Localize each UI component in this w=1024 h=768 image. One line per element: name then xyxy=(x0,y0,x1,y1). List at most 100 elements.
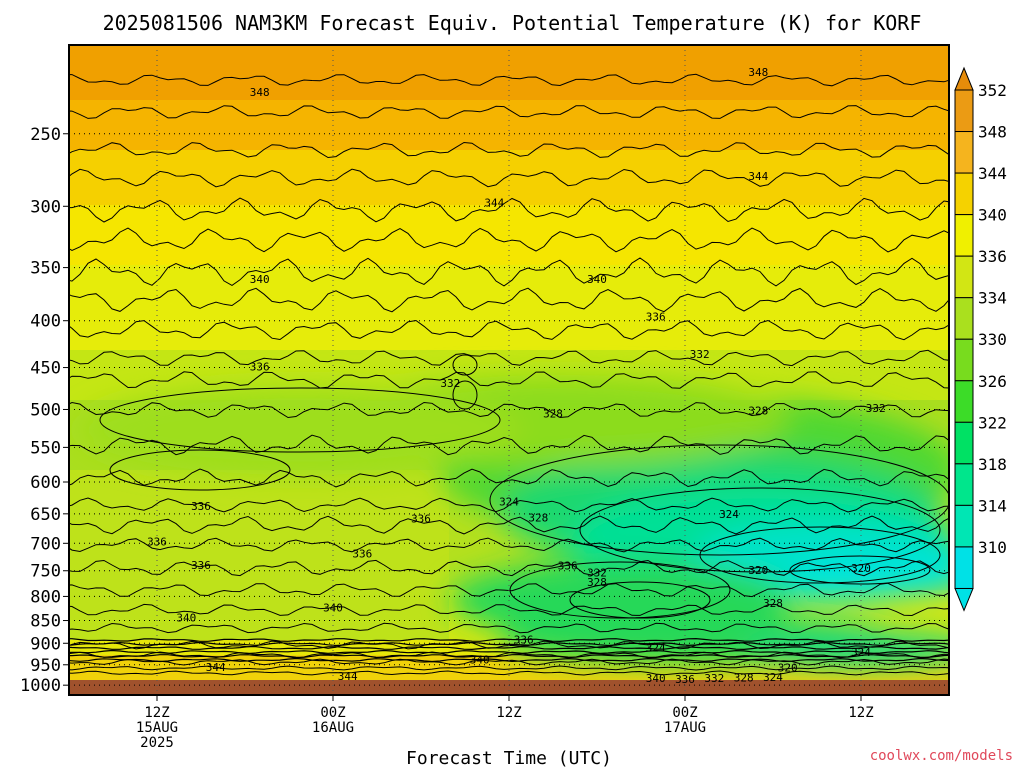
contour-label: 332 xyxy=(440,377,460,390)
y-tick-label: 700 xyxy=(30,534,61,554)
colorbar-segment xyxy=(954,338,974,382)
colorbar-label: 336 xyxy=(978,247,1007,266)
contour-loop xyxy=(569,581,711,619)
colorbar-segment xyxy=(954,546,974,589)
contour-line xyxy=(69,559,949,577)
contour-label: 340 xyxy=(646,672,666,685)
field-band xyxy=(69,100,949,155)
contour-line xyxy=(69,73,949,87)
x-tick-label: 15AUG xyxy=(136,720,178,736)
colorbar-label: 314 xyxy=(978,496,1007,515)
contour-label: 336 xyxy=(646,311,666,324)
y-tick-label: 750 xyxy=(30,562,61,582)
contour-line xyxy=(69,637,949,643)
contour-line xyxy=(69,141,949,159)
y-tick-label: 1000 xyxy=(20,676,61,696)
x-tick-label: 12Z xyxy=(144,705,169,721)
colorbar-label: 326 xyxy=(978,372,1007,391)
credit-text: coolwx.com/models xyxy=(870,748,1013,764)
x-tick-label: 00Z xyxy=(320,705,345,721)
contour-label: 328 xyxy=(734,672,754,685)
contour-label: 340 xyxy=(250,273,270,286)
time-gridlines xyxy=(156,45,862,695)
contour-line xyxy=(69,645,949,651)
contour-line xyxy=(69,665,949,671)
colorbar-segment xyxy=(954,297,974,340)
y-tick-label: 500 xyxy=(30,400,61,420)
contour-loop xyxy=(699,526,941,584)
contour-label: 320 xyxy=(748,564,768,577)
colorbar-segment xyxy=(954,89,974,133)
x-tick-label: 17AUG xyxy=(664,720,706,736)
contour-label: 328 xyxy=(543,407,563,420)
contour-line xyxy=(69,227,949,253)
contour-label: 332 xyxy=(587,566,607,579)
y-tick-label: 600 xyxy=(30,473,61,493)
contour-line xyxy=(69,371,949,389)
moist-blob xyxy=(80,385,520,475)
contour-label: 336 xyxy=(147,536,167,549)
colorbar-segment xyxy=(954,255,974,299)
contour-label: 324 xyxy=(851,646,871,659)
contour-label: 344 xyxy=(338,670,358,683)
contour-label: 340 xyxy=(470,654,490,667)
y-tick-label: 550 xyxy=(30,438,61,458)
colorbar-segment xyxy=(954,172,974,216)
colorbar-label: 334 xyxy=(978,289,1007,308)
colorbar-bottom-arrow xyxy=(954,587,974,612)
contour-line xyxy=(69,168,949,188)
contour-label: 336 xyxy=(411,513,431,526)
contour-lines xyxy=(69,73,949,676)
ground-strip xyxy=(69,680,949,695)
colorbar-label: 344 xyxy=(978,164,1007,183)
y-tick-label: 800 xyxy=(30,587,61,607)
contour-label: 340 xyxy=(587,273,607,286)
colorbar-segment xyxy=(954,380,974,423)
colorbar-top-arrow xyxy=(954,66,974,91)
contour-labels: 348 348 344 344 340 340 336 332 336 332 328 328 332 3… xyxy=(147,66,886,686)
chart-title: 2025081506 NAM3KM Forecast Equiv. Potent… xyxy=(103,11,922,35)
y-tick-label: 900 xyxy=(30,634,61,654)
colorbar-label: 352 xyxy=(978,81,1007,100)
contour-label: 344 xyxy=(748,170,768,183)
x-tick-label: 16AUG xyxy=(312,720,354,736)
contour-loop xyxy=(109,449,291,491)
contour-line xyxy=(69,537,949,553)
y-tick-label: 300 xyxy=(30,197,61,217)
plot-area: 348 348 344 344 340 340 336 332 336 332 328 328 332 3… xyxy=(69,45,949,695)
contour-line xyxy=(69,657,949,663)
x-axis-label: Forecast Time (UTC) xyxy=(406,748,612,768)
contour-loop xyxy=(489,444,949,556)
contour-loop xyxy=(789,555,931,585)
colorbar-label: 310 xyxy=(978,538,1007,557)
y-tick-label: 250 xyxy=(30,125,61,145)
colorbar-label: 340 xyxy=(978,206,1007,225)
contour-loop xyxy=(99,387,501,453)
contour-loop xyxy=(509,561,731,619)
contour-label: 336 xyxy=(191,500,211,513)
contour-label: 348 xyxy=(250,86,270,99)
contour-label: 320 xyxy=(851,562,871,575)
colorbar-label: 330 xyxy=(978,330,1007,349)
contour-label: 348 xyxy=(748,66,768,79)
y-axis: 2503003504004505005506006507007508008509… xyxy=(20,125,69,696)
colorbar-segment xyxy=(954,131,974,174)
contour-label: 332 xyxy=(690,348,710,361)
x-tick-label: 00Z xyxy=(672,705,697,721)
contour-label: 336 xyxy=(352,547,372,560)
colorbar-segment xyxy=(954,463,974,506)
contour-label: 336 xyxy=(675,673,695,686)
contour-line xyxy=(69,497,949,513)
contour-label: 344 xyxy=(484,196,504,209)
contour-line xyxy=(69,670,949,676)
y-tick-label: 350 xyxy=(30,259,61,279)
contour-line xyxy=(69,582,949,598)
contour-label: 324 xyxy=(763,671,783,684)
contour-label: 336 xyxy=(191,559,211,572)
contour-label: 340 xyxy=(323,602,343,615)
colorbar: 352 348 344 340 336 334 330 326 322 318 314 310 xyxy=(954,66,1007,612)
contour-line xyxy=(69,603,949,617)
contour-label: 328 xyxy=(528,511,548,524)
contour-label: 324 xyxy=(499,495,519,508)
